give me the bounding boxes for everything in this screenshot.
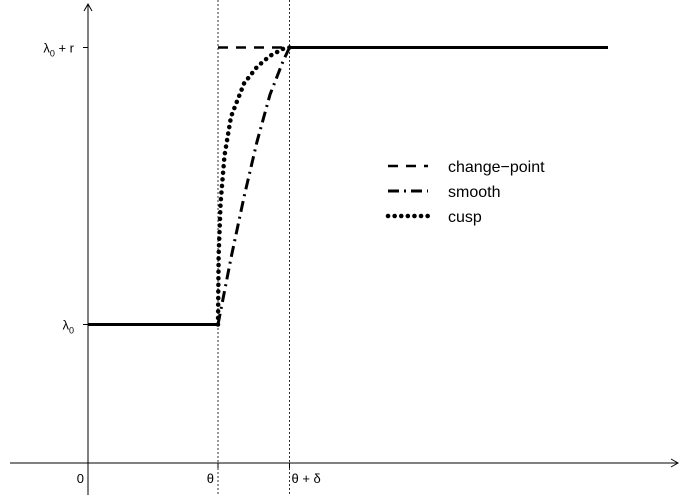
tick-labels: 0 θ θ + δ λ0 λ0 + r [43,41,320,487]
series-dashdot-line [216,46,291,325]
x-tick-label-0: 0 [77,471,84,486]
x-tick-label-2: θ + δ [292,471,321,486]
series-layer [88,45,608,327]
legend-label-1: smooth [448,184,500,201]
x-axis-arrow-icon [670,458,680,468]
series-dotted-line [215,45,292,327]
y-tick-label-0: λ0 [62,318,74,336]
legend-label-0: change−point [448,159,545,176]
axes [10,2,680,495]
legend-label-2: cusp [448,209,482,226]
legend: change−point smooth cusp [385,159,545,226]
y-axis-arrow-icon [83,2,93,12]
y-tick-label-1: λ0 + r [43,41,74,59]
x-tick-label-1: θ [207,471,214,486]
reference-lines [217,0,290,495]
